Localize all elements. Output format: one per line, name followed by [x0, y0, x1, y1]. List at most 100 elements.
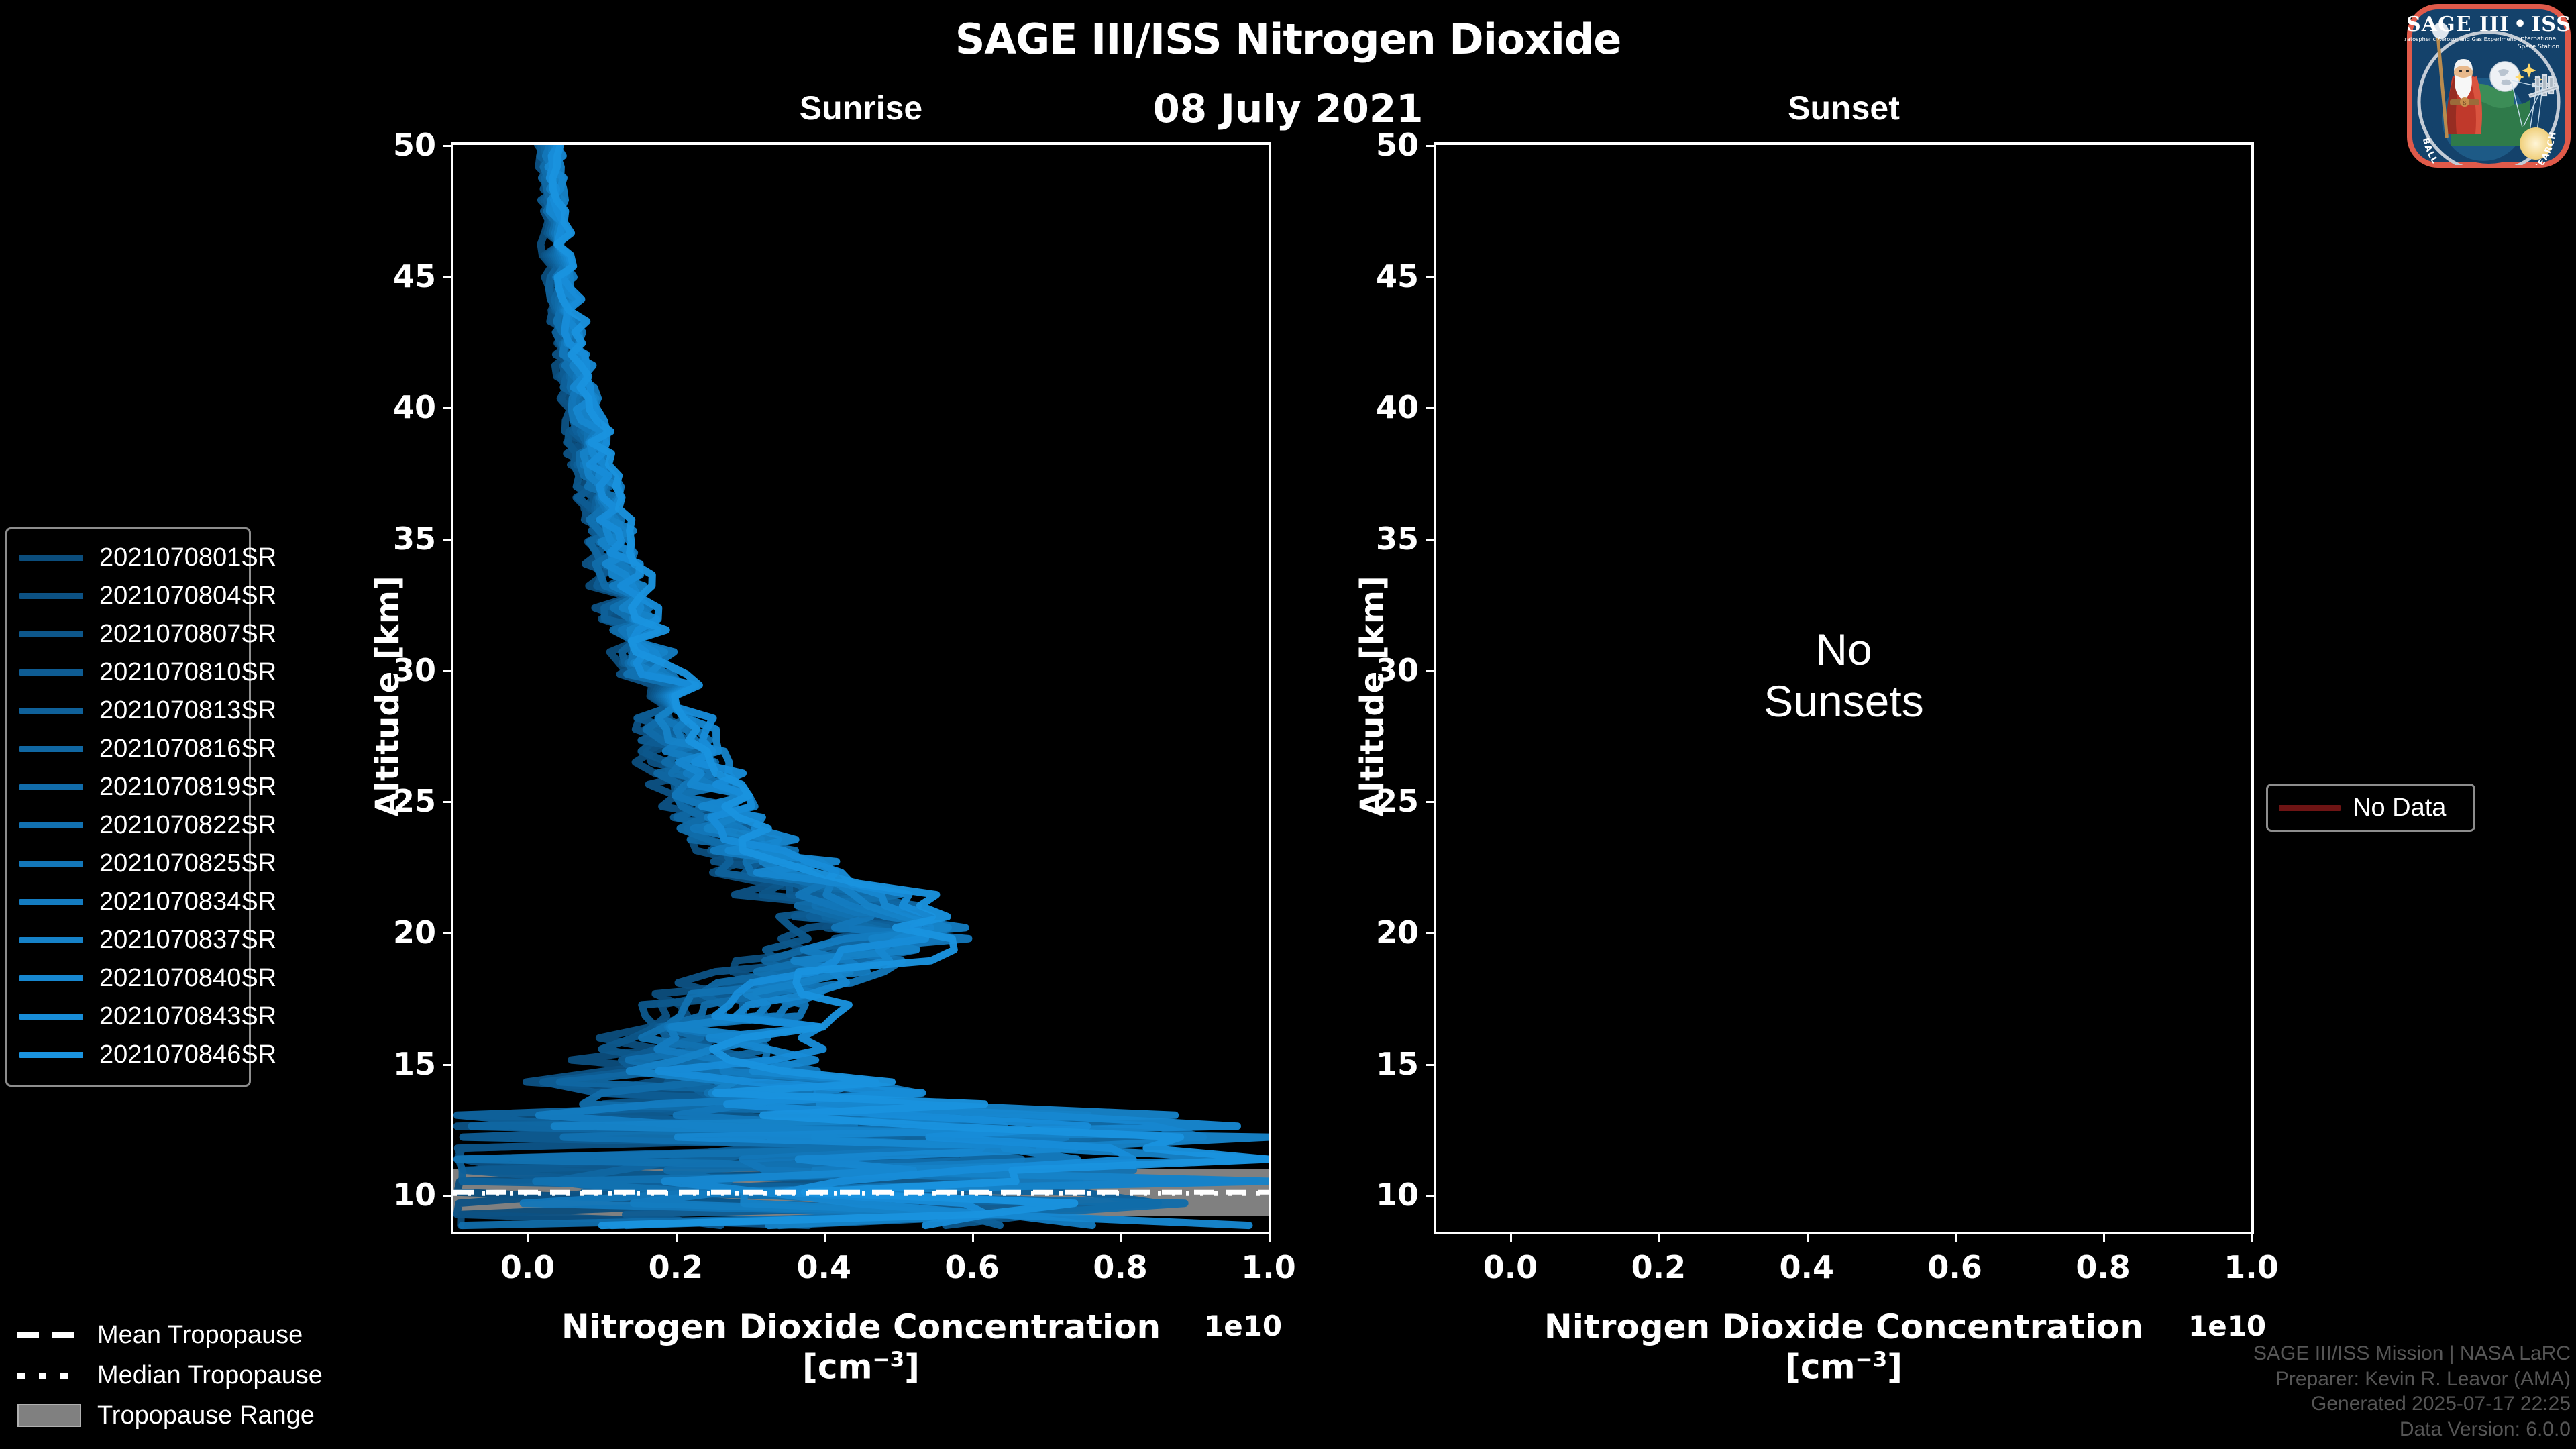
- profile-line-swatch: [19, 861, 83, 867]
- profile-line-swatch: [19, 784, 83, 790]
- y-tick-label: 15: [392, 1045, 436, 1082]
- legend-item-profile[interactable]: 2021070840SR: [7, 959, 276, 998]
- legend-item-tropopause: Median Tropopause: [12, 1355, 388, 1395]
- x-tick-label: 0.0: [500, 1249, 555, 1285]
- legend-item-profile[interactable]: 2021070813SR: [7, 692, 276, 730]
- x-tick-label: 0.4: [1779, 1249, 1835, 1285]
- y-axis-label-sunrise: Altitude [km]: [368, 576, 407, 817]
- y-tick-mark: [1426, 145, 1436, 147]
- x-tick-mark: [1955, 1232, 1957, 1242]
- logo-title-iss: ISS: [2531, 13, 2571, 36]
- y-tick-label: 25: [1375, 783, 1419, 820]
- y-tick-mark: [1426, 801, 1436, 804]
- legend-item-tropopause: Mean Tropopause: [12, 1315, 388, 1355]
- profile-line-swatch: [19, 975, 83, 981]
- legend-item-profile[interactable]: 2021070804SR: [7, 577, 276, 615]
- x-tick-label: 0.4: [796, 1249, 852, 1285]
- y-tick-mark: [443, 801, 453, 804]
- y-tick-label: 10: [392, 1177, 436, 1214]
- x-tick-label: 0.8: [2076, 1249, 2131, 1285]
- x-tick-label: 0.6: [945, 1249, 1000, 1285]
- y-tick-label: 35: [392, 520, 436, 557]
- legend-item-profile[interactable]: 2021070834SR: [7, 883, 276, 921]
- x-tick-mark: [1510, 1232, 1513, 1242]
- y-axis-label-sunset: Altitude [km]: [1353, 576, 1391, 817]
- x-axis-units: [cm−3]: [1785, 1347, 1902, 1387]
- profile-line-swatch: [19, 708, 83, 714]
- legend-no-data[interactable]: No Data: [2266, 784, 2475, 832]
- x-tick-mark: [972, 1232, 975, 1242]
- y-tick-label: 15: [1375, 1045, 1419, 1082]
- no-sunsets-line-1: No: [1815, 625, 1872, 674]
- profile-line-swatch: [19, 899, 83, 905]
- x-tick-mark: [1120, 1232, 1123, 1242]
- x-tick-label: 0.2: [648, 1249, 704, 1285]
- legend-profiles[interactable]: 2021070801SR 2021070804SR 2021070807SR 2021…: [5, 527, 276, 1087]
- legend-item-label: 2021070840SR: [99, 964, 277, 992]
- y-tick-mark: [1426, 1195, 1436, 1197]
- plot-clip-sunrise: [453, 145, 1269, 1232]
- x-axis-units: [cm−3]: [802, 1347, 920, 1387]
- x-tick-mark: [676, 1232, 678, 1242]
- x-tick-mark: [2103, 1232, 2106, 1242]
- logo-subtitle-right-2: Space Station: [2518, 44, 2559, 50]
- y-tick-label: 30: [1375, 651, 1419, 688]
- legend-item-label: 2021070810SR: [99, 658, 277, 686]
- profile-line-swatch: [19, 822, 83, 828]
- no-data-line-swatch: [2279, 804, 2341, 811]
- legend-item-profile[interactable]: 2021070822SR: [7, 806, 276, 845]
- x-axis-exponent-sunrise: 1e10: [1204, 1309, 1283, 1342]
- x-tick-label: 0.6: [1927, 1249, 1982, 1285]
- legend-item-no-data: No Data: [2268, 786, 2473, 830]
- legend-tropopause: Mean Tropopause Median Tropopause Tropopau…: [12, 1315, 388, 1436]
- legend-item-profile[interactable]: 2021070801SR: [7, 539, 276, 577]
- legend-item-label: 2021070807SR: [99, 620, 277, 648]
- y-tick-mark: [1426, 1063, 1436, 1066]
- y-tick-mark: [443, 669, 453, 672]
- y-tick-mark: [443, 145, 453, 147]
- profile-line-swatch: [19, 746, 83, 752]
- y-tick-mark: [1426, 538, 1436, 541]
- profile-line: [549, 145, 1269, 1230]
- x-tick-label: 1.0: [1241, 1249, 1296, 1285]
- legend-item-label: No Data: [2353, 793, 2447, 822]
- legend-item-label: 2021070837SR: [99, 926, 277, 954]
- legend-item-profile[interactable]: 2021070843SR: [7, 998, 276, 1036]
- credits-line-1: SAGE III/ISS Mission | NASA LaRC: [2253, 1342, 2571, 1364]
- no-sunsets-message: No Sunsets: [1434, 624, 2254, 727]
- x-tick-mark: [824, 1232, 826, 1242]
- legend-item-profile[interactable]: 2021070825SR: [7, 845, 276, 883]
- logo-subtitle-left: Stratospheric Aerosol and Gas Experiment…: [2404, 36, 2522, 42]
- y-tick-mark: [443, 538, 453, 541]
- legend-item-profile[interactable]: 2021070837SR: [7, 921, 276, 959]
- y-tick-label: 50: [1375, 127, 1419, 163]
- y-tick-mark: [1426, 932, 1436, 934]
- y-tick-mark: [1426, 276, 1436, 278]
- y-tick-mark: [1426, 407, 1436, 410]
- x-tick-label: 0.2: [1631, 1249, 1686, 1285]
- svg-text:SAGE III•ISS: SAGE III • ISS: [2406, 13, 2571, 36]
- y-tick-label: 40: [392, 389, 436, 426]
- panel-heading-sunset: Sunset: [1788, 89, 1900, 127]
- page-title: SAGE III/ISS Nitrogen Dioxide: [955, 15, 1622, 64]
- legend-item-profile[interactable]: 2021070816SR: [7, 730, 276, 768]
- legend-item-label: 2021070825SR: [99, 849, 277, 877]
- x-axis-label-text: Nitrogen Dioxide Concentration: [1544, 1307, 2144, 1346]
- x-tick-label: 0.8: [1093, 1249, 1148, 1285]
- y-tick-mark: [443, 932, 453, 934]
- legend-item-profile[interactable]: 2021070819SR: [7, 768, 276, 806]
- x-axis-exponent-sunset: 1e10: [2188, 1309, 2267, 1342]
- profile-line-swatch: [19, 1014, 83, 1020]
- x-axis-label-text: Nitrogen Dioxide Concentration: [561, 1307, 1161, 1346]
- profile-line-swatch: [19, 593, 83, 599]
- y-tick-mark: [443, 407, 453, 410]
- y-tick-label: 10: [1375, 1177, 1419, 1214]
- plot-area-sunset: 10 15 20 25 30 35 40 45 50 0.0 0.2 0.4 0.6 0.8 1.0: [1376, 127, 2279, 1285]
- legend-item-profile[interactable]: 2021070807SR: [7, 615, 276, 653]
- legend-item-label: Median Tropopause: [97, 1360, 323, 1389]
- legend-item-profile[interactable]: 2021070846SR: [7, 1036, 276, 1074]
- legend-item-label: 2021070816SR: [99, 735, 277, 763]
- y-tick-label: 20: [392, 914, 436, 951]
- median-tropopause-swatch: [17, 1372, 81, 1379]
- legend-item-profile[interactable]: 2021070810SR: [7, 653, 276, 692]
